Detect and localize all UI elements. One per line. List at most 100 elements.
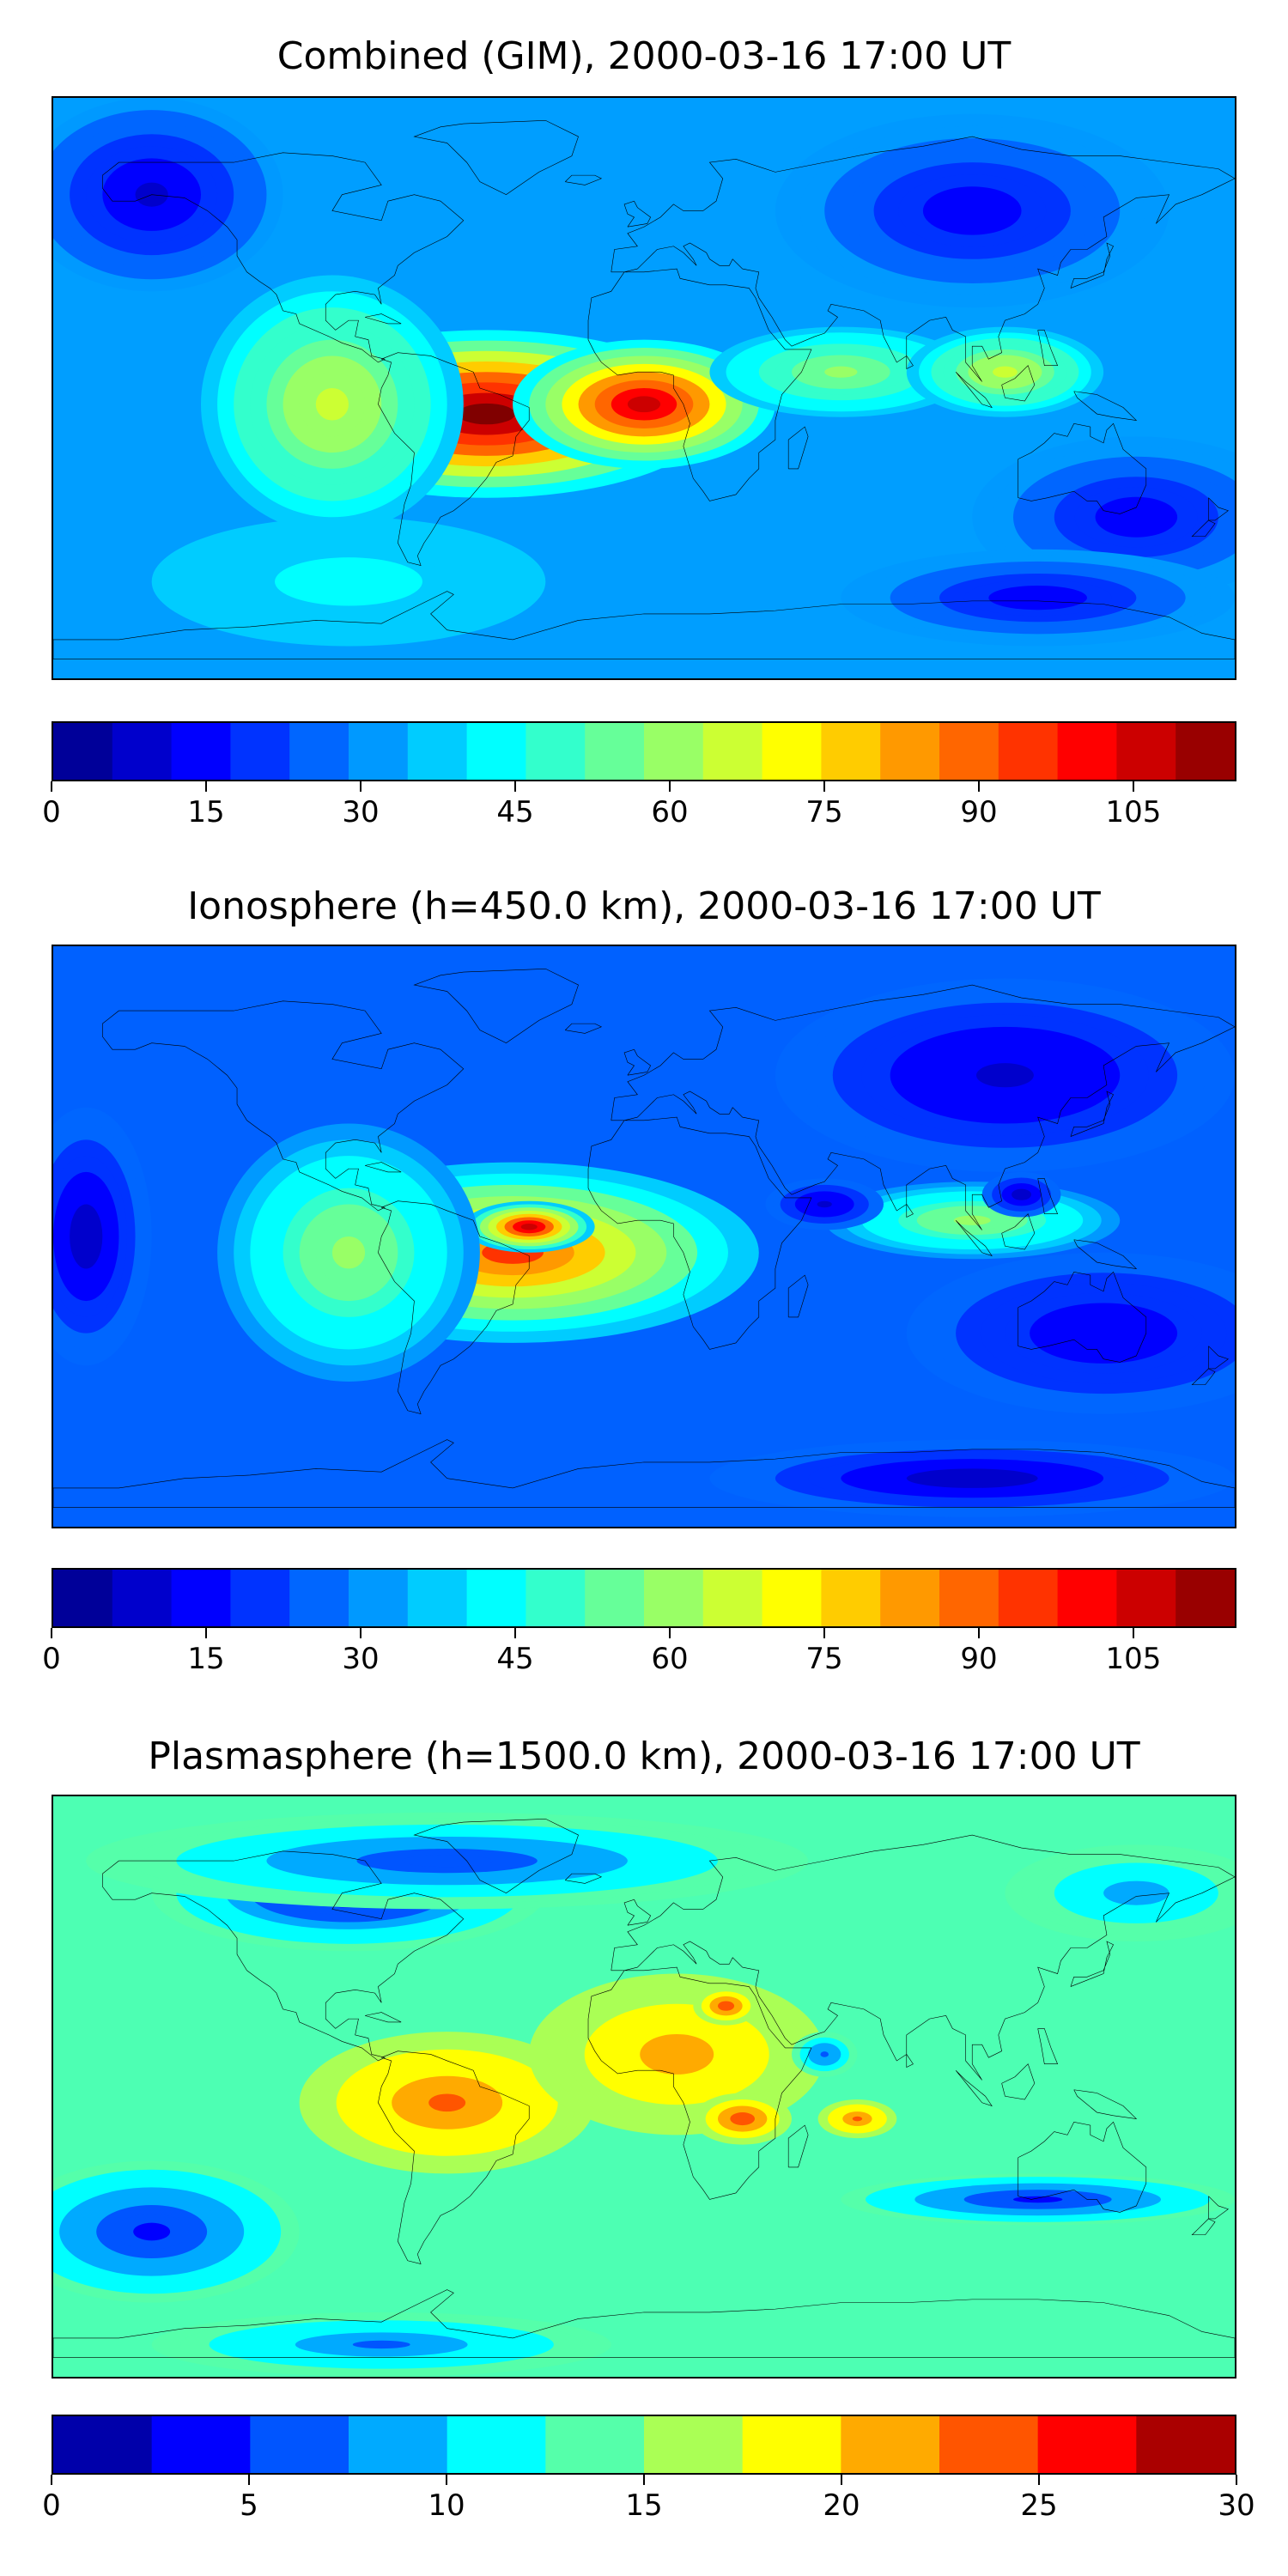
colorbar-ticks: 0 15 30 45 60 75 90 105 [42,781,1236,833]
field-contour [820,2051,829,2057]
coastline [1074,2090,1137,2119]
coastline [788,2125,808,2167]
field-contour [315,388,349,421]
colorbar-segment [939,723,999,780]
field-contour [993,366,1018,378]
field-contour [458,403,515,425]
colorbar-segment [230,1570,290,1626]
field-blob [775,113,1170,308]
colorbar-segment [841,2416,940,2473]
colorbar-tick-label: 105 [1105,795,1162,829]
colorbar-tick [823,781,825,792]
colorbar [52,721,1236,781]
coastline [1038,330,1058,365]
colorbar-segment [762,1570,822,1626]
coastline [365,2013,401,2022]
field-blob [817,2099,897,2139]
colorbar-segment [1176,723,1235,780]
coastline [1074,392,1137,421]
coastline [565,1874,601,1883]
field-blob [792,2032,858,2077]
colorbar-tick-label: 45 [496,795,534,829]
coastline [907,355,914,368]
colorbar-segment [585,1570,645,1626]
colorbar-tick [360,1628,361,1638]
coastline [102,1851,463,2061]
colorbar-segment [289,723,349,780]
colorbar-segment [998,1570,1059,1626]
colorbar-tick [669,1628,671,1638]
coastline [611,137,1235,381]
colorbar-tick-label: 90 [960,1642,998,1676]
coastline [588,1967,811,2199]
colorbar-segment [53,723,113,780]
field-contour [721,2003,731,2008]
coastline [1208,2196,1228,2219]
colorbar-tick [841,2475,842,2485]
field-contour [77,1220,94,1253]
panel-title: Ionosphere (h=450.0 km), 2000-03-16 17:0… [187,884,1101,928]
field-blob [693,2093,792,2145]
colorbar [52,1568,1236,1628]
colorbar-tick [360,781,361,792]
tec-map [52,1795,1236,2379]
colorbar-segment [53,2416,153,2473]
colorbar-segment [644,2416,744,2473]
field-blob [981,1171,1061,1218]
field-blob [765,1178,884,1230]
field-contour [953,1215,991,1225]
field-blob [693,1986,759,2026]
colorbar-segment [349,2416,448,2473]
colorbar-tick-label: 20 [823,2488,860,2523]
colorbar-tick-label: 60 [651,795,689,829]
field-contour [331,1236,366,1269]
colorbar-segment [526,1570,586,1626]
coastline [1192,520,1215,537]
coastline [788,1275,808,1317]
coastline [378,2051,529,2264]
colorbar-tick-label: 10 [428,2488,465,2523]
field-contour [1016,1191,1027,1198]
colorbar-segment [112,1570,173,1626]
colorbar-segment [447,2416,546,2473]
field-blob [86,1812,809,1910]
panel-title: Plasmasphere (h=1500.0 km), 2000-03-16 1… [148,1735,1140,1778]
colorbar-tick-label: 15 [187,1642,225,1676]
coastline [1208,498,1228,520]
field-contour [824,366,858,378]
field-contour [627,396,661,413]
coastline [1002,2064,1035,2099]
field-blob [1005,1844,1235,1941]
coastline [1071,1941,1114,1987]
field-contour [1078,1322,1128,1344]
coastline [956,372,992,407]
field-blob [841,549,1235,647]
colorbar-segment [821,723,881,780]
field-blob [217,1123,480,1382]
field-blob [151,2312,611,2377]
coastline [907,2054,914,2067]
coastline [102,1001,463,1211]
colorbar-segment [762,723,822,780]
coastline [956,2070,992,2105]
field-blob [53,2160,300,2303]
colorbar-tick [978,781,980,792]
colorbar-tick [1133,781,1134,792]
field-contour [852,2116,863,2122]
panel-title: Combined (GIM), 2000-03-16 17:00 UT [276,34,1012,78]
colorbar-tick [51,2475,52,2485]
field-blob [906,1252,1235,1414]
coastline [1192,1369,1215,1385]
colorbar-tick-label: 60 [651,1642,689,1676]
colorbar-segment [585,723,645,780]
colorbar-segment [821,1570,881,1626]
colorbar-tick [643,2475,645,2485]
coastline [1002,366,1035,401]
field-contour [1115,507,1157,527]
coastline [53,1440,1235,1508]
colorbar-segment [1057,723,1117,780]
coastline [414,969,578,1042]
coastline [378,353,529,566]
coastline [565,175,601,185]
field-contour [976,1063,1034,1088]
